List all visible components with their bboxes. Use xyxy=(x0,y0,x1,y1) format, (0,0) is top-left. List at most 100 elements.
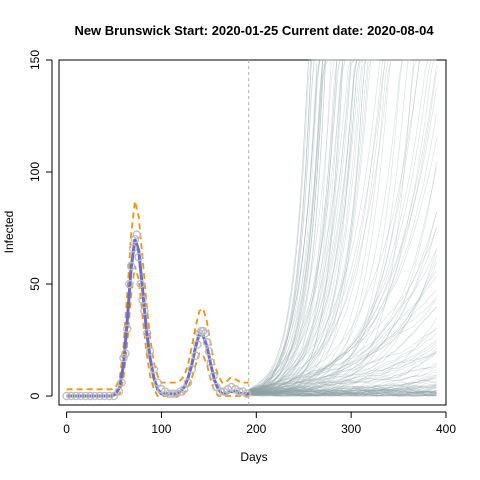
simulation-line xyxy=(248,249,437,390)
simulation-line xyxy=(248,255,437,397)
simulation-line xyxy=(248,350,437,393)
simulation-line xyxy=(248,327,437,397)
simulation-line xyxy=(248,59,323,390)
simulation-line xyxy=(248,386,437,394)
fitted-curve xyxy=(66,238,249,398)
simulation-line xyxy=(248,59,391,396)
simulation-line xyxy=(248,139,437,390)
simulation-line xyxy=(248,59,411,395)
simulation-line xyxy=(248,332,437,396)
observed-point xyxy=(183,378,193,387)
simulation-line xyxy=(248,385,437,397)
simulation-line xyxy=(248,391,437,397)
observed-point xyxy=(149,364,159,374)
simulation-line xyxy=(248,59,372,397)
simulation-line xyxy=(248,59,335,394)
observed-point xyxy=(187,364,197,374)
simulation-line xyxy=(248,390,437,397)
simulation-line xyxy=(248,261,437,395)
observed-point xyxy=(100,391,109,401)
simulation-line xyxy=(248,391,437,397)
upper-bound-line xyxy=(66,200,249,391)
simulation-line xyxy=(248,388,437,397)
simulation-line xyxy=(248,59,411,395)
simulation-line xyxy=(248,59,411,397)
simulation-line xyxy=(248,375,437,396)
simulation-line xyxy=(248,59,386,395)
observed-point xyxy=(121,349,130,358)
simulation-line xyxy=(248,351,437,396)
simulation-line xyxy=(248,389,437,396)
observed-point xyxy=(206,358,216,367)
observed-point xyxy=(193,340,202,349)
simulation-line xyxy=(248,389,437,397)
simulation-line xyxy=(248,59,411,394)
simulation-line xyxy=(248,391,437,397)
chart-title: New Brunswick Start: 2020-01-25 Current … xyxy=(74,23,434,38)
simulation-line xyxy=(248,366,437,395)
x-tick-label: 100 xyxy=(151,422,171,436)
simulation-line xyxy=(248,306,437,393)
observed-point xyxy=(124,279,134,289)
simulation-line xyxy=(248,59,377,392)
observed-point xyxy=(114,387,124,396)
simulation-line xyxy=(248,59,337,392)
simulation-line xyxy=(248,59,357,393)
simulation-line xyxy=(248,390,437,397)
simulation-line xyxy=(248,59,349,396)
simulation-line xyxy=(248,59,357,393)
observed-point xyxy=(119,353,128,363)
simulation-line xyxy=(248,374,437,397)
simulation-line xyxy=(248,59,377,392)
lower-bound-line xyxy=(66,265,249,397)
simulation-line xyxy=(248,59,380,397)
simulation-line xyxy=(248,381,437,397)
simulation-line xyxy=(248,59,323,394)
simulation-line xyxy=(248,389,437,397)
simulation-line xyxy=(248,388,437,395)
observed-point xyxy=(86,391,95,401)
simulation-line xyxy=(248,59,437,393)
simulation-line xyxy=(248,59,423,395)
simulation-line xyxy=(248,340,437,392)
observed-point xyxy=(202,338,212,347)
title-current-date: 2020-08-04 xyxy=(367,23,434,38)
simulation-line xyxy=(248,390,437,397)
simulation-line xyxy=(248,391,437,397)
simulation-line xyxy=(248,87,437,391)
observed-point xyxy=(153,378,162,387)
simulation-line xyxy=(248,384,437,396)
simulation-line xyxy=(248,369,437,394)
x-axis-label: Days xyxy=(240,450,267,464)
observed-point xyxy=(62,391,71,401)
x-tick-label: 300 xyxy=(341,422,361,436)
simulation-line xyxy=(248,59,332,393)
simulation-line xyxy=(248,391,437,397)
observed-point xyxy=(168,389,178,399)
observed-point xyxy=(209,371,218,381)
simulation-line xyxy=(248,388,437,395)
observed-point xyxy=(95,391,105,401)
simulation-line xyxy=(248,65,437,392)
simulation-line xyxy=(248,59,340,396)
simulation-line xyxy=(248,59,320,395)
simulation-line xyxy=(248,298,437,394)
observed-point xyxy=(76,391,86,401)
simulation-line xyxy=(248,249,437,394)
simulation-line xyxy=(248,59,323,393)
y-tick-label: 100 xyxy=(28,162,42,182)
simulation-line xyxy=(248,389,437,397)
simulation-line xyxy=(248,296,437,392)
simulation-line xyxy=(248,162,437,394)
simulation-line xyxy=(248,59,394,395)
y-tick-label: 0 xyxy=(28,392,42,399)
observed-point xyxy=(140,306,149,316)
title-region: New Brunswick xyxy=(74,23,174,38)
observed-point xyxy=(123,324,132,334)
observed-point xyxy=(117,378,126,387)
simulation-line xyxy=(248,226,437,393)
simulation-line xyxy=(248,59,437,394)
observed-point xyxy=(126,261,136,271)
simulation-line xyxy=(248,59,383,393)
simulation-line xyxy=(248,59,340,394)
